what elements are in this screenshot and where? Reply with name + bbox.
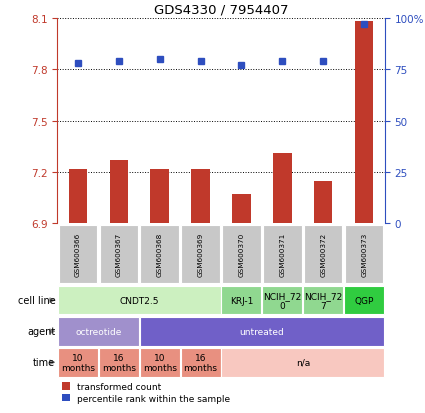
- Bar: [355, 22, 374, 224]
- Text: GSM600366: GSM600366: [75, 233, 81, 276]
- Text: QGP: QGP: [354, 296, 374, 305]
- Bar: [68, 169, 87, 224]
- Bar: [181, 348, 221, 377]
- Text: GSM600373: GSM600373: [361, 233, 367, 276]
- Text: GSM600369: GSM600369: [198, 233, 204, 276]
- Bar: [110, 161, 128, 224]
- Bar: [58, 286, 221, 315]
- Bar: [232, 195, 251, 224]
- Bar: [58, 317, 139, 346]
- Title: GDS4330 / 7954407: GDS4330 / 7954407: [154, 3, 288, 16]
- Bar: [262, 286, 303, 315]
- Text: cell line: cell line: [17, 295, 55, 306]
- Bar: [273, 154, 292, 224]
- Text: time: time: [33, 357, 55, 368]
- Bar: [140, 225, 179, 284]
- Bar: [139, 348, 180, 377]
- Text: untreated: untreated: [240, 327, 284, 336]
- Text: octreotide: octreotide: [75, 327, 122, 336]
- Text: agent: agent: [27, 326, 55, 337]
- Bar: [222, 225, 261, 284]
- Bar: [58, 348, 98, 377]
- Bar: [221, 286, 261, 315]
- Text: 16
months: 16 months: [102, 353, 136, 372]
- Bar: [191, 169, 210, 224]
- Bar: [303, 286, 343, 315]
- Text: GSM600370: GSM600370: [238, 233, 244, 276]
- Legend: transformed count, percentile rank within the sample: transformed count, percentile rank withi…: [62, 382, 230, 403]
- Bar: [314, 181, 332, 224]
- Bar: [221, 348, 384, 377]
- Bar: [263, 225, 302, 284]
- Text: GSM600368: GSM600368: [157, 233, 163, 276]
- Text: n/a: n/a: [296, 358, 310, 367]
- Text: CNDT2.5: CNDT2.5: [119, 296, 159, 305]
- Text: GSM600367: GSM600367: [116, 233, 122, 276]
- Bar: [181, 225, 220, 284]
- Bar: [344, 286, 384, 315]
- Bar: [99, 225, 138, 284]
- Bar: [304, 225, 343, 284]
- Text: KRJ-1: KRJ-1: [230, 296, 253, 305]
- Bar: [99, 348, 139, 377]
- Bar: [139, 317, 384, 346]
- Bar: [150, 169, 169, 224]
- Text: NCIH_72
7: NCIH_72 7: [304, 291, 343, 310]
- Text: 10
months: 10 months: [143, 353, 177, 372]
- Text: 16
months: 16 months: [184, 353, 218, 372]
- Text: NCIH_72
0: NCIH_72 0: [263, 291, 301, 310]
- Bar: [59, 225, 97, 284]
- Text: GSM600372: GSM600372: [320, 233, 326, 276]
- Text: 10
months: 10 months: [61, 353, 95, 372]
- Text: GSM600371: GSM600371: [279, 233, 285, 276]
- Bar: [345, 225, 383, 284]
